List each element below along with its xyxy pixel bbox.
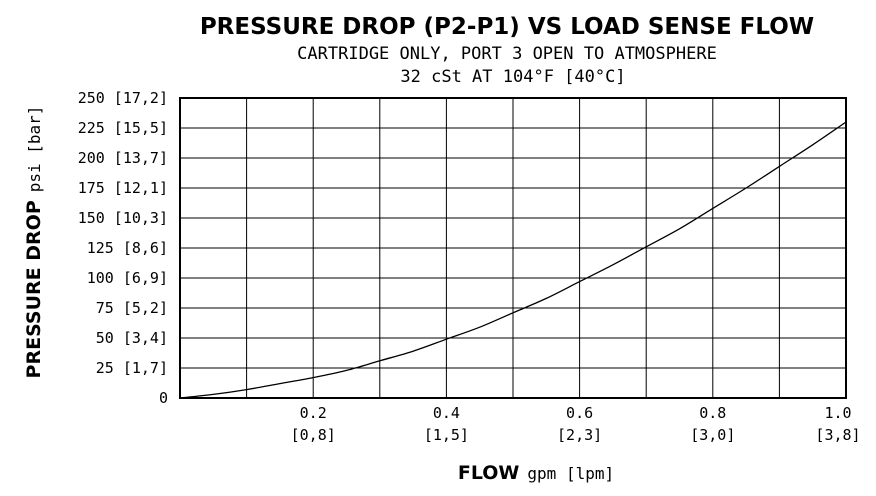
chart-subtitle-2: 32 cSt AT 104°F [40°C] — [400, 67, 625, 87]
y-tick-label: 225 [15,5] — [78, 119, 168, 137]
x-tick-sublabel: [3,8] — [815, 426, 860, 444]
x-tick-sublabel: [0,8] — [291, 426, 336, 444]
x-tick-sublabel: [1,5] — [424, 426, 469, 444]
x-tick-label: 0.8 — [699, 404, 726, 422]
y-tick-label: 200 [13,7] — [78, 149, 168, 167]
x-axis-label: FLOW gpm [lpm] — [458, 462, 614, 484]
x-axis-label-bold: FLOW — [458, 462, 520, 484]
y-tick-label: 75 [5,2] — [96, 299, 168, 317]
y-axis-label-unit: psi [bar] — [25, 106, 44, 193]
series-line — [179, 121, 847, 399]
series-layer — [179, 121, 847, 399]
grid-lines — [180, 98, 846, 398]
x-tick-sublabel: [3,0] — [690, 426, 735, 444]
x-tick-label: 0.2 — [300, 404, 327, 422]
x-tick-label: 0.4 — [433, 404, 460, 422]
y-axis-label: PRESSURE DROP psi [bar] — [23, 106, 45, 379]
y-tick-labels: 0 25 [1,7] 50 [3,4] 75 [5,2] 100 [6,9] 125 [8… — [78, 89, 168, 407]
x-tick-sublabel: [2,3] — [557, 426, 602, 444]
y-tick-label: 175 [12,1] — [78, 179, 168, 197]
y-tick-label: 125 [8,6] — [87, 239, 168, 257]
y-tick-label: 50 [3,4] — [96, 329, 168, 347]
plot-frame — [179, 97, 847, 399]
chart-title: PRESSURE DROP (P2-P1) VS LOAD SENSE FLOW — [200, 14, 814, 40]
y-tick-label: 250 [17,2] — [78, 89, 168, 107]
x-axis-label-unit: gpm [lpm] — [527, 464, 614, 483]
y-tick-label: 100 [6,9] — [87, 269, 168, 287]
y-tick-label: 0 — [159, 389, 168, 407]
chart-subtitle: CARTRIDGE ONLY, PORT 3 OPEN TO ATMOSPHER… — [297, 44, 717, 64]
y-tick-label: 25 [1,7] — [96, 359, 168, 377]
x-tick-label: 1.0 — [824, 404, 851, 422]
y-axis-label-bold: PRESSURE DROP — [23, 200, 45, 378]
y-tick-label: 150 [10,3] — [78, 209, 168, 227]
x-tick-labels: 0.2 [0,8] 0.4 [1,5] 0.6 [2,3] 0.8 [3,0] 1.0 [3,8] — [291, 404, 861, 444]
x-tick-label: 0.6 — [566, 404, 593, 422]
